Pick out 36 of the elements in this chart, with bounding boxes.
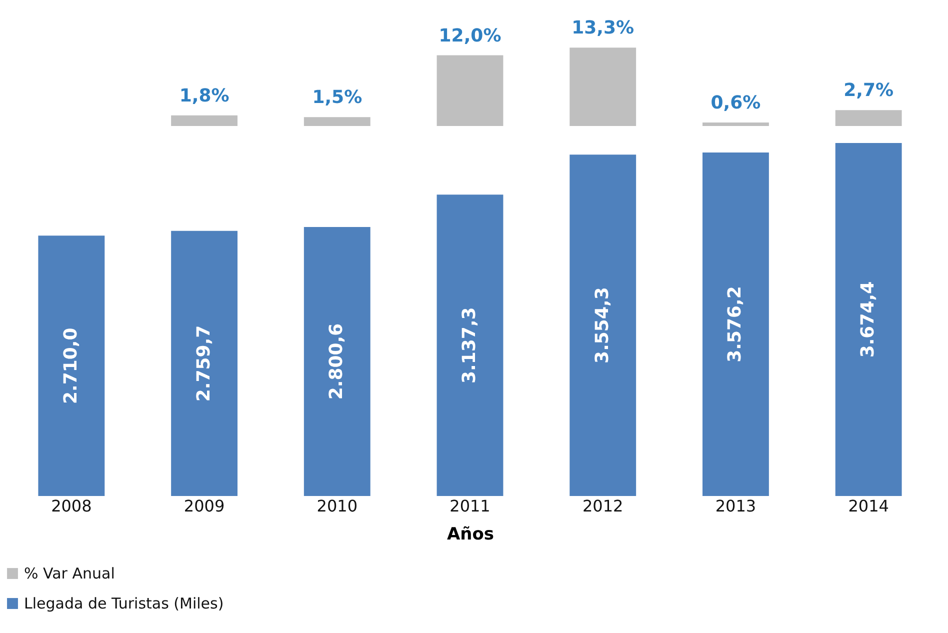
- data-label: 3.554,3: [592, 287, 613, 364]
- x-tick-label: 2008: [51, 496, 92, 516]
- x-tick-label: 2014: [848, 496, 889, 516]
- bar: [171, 230, 238, 496]
- data-label: 2.800,6: [326, 323, 348, 400]
- x-tick-label: 2013: [715, 496, 756, 516]
- bar: [570, 48, 636, 126]
- data-label: 1,8%: [179, 85, 230, 106]
- bar: [436, 55, 504, 126]
- x-axis-title: Años: [446, 524, 494, 544]
- bar: [304, 226, 370, 496]
- x-tick-label: 2009: [184, 496, 225, 516]
- bar: [570, 154, 636, 496]
- x-tick-label: 2011: [450, 496, 490, 516]
- data-label: 12,0%: [438, 25, 502, 46]
- data-label: 2.759,7: [193, 325, 214, 402]
- legend-label: % Var Anual: [24, 564, 115, 582]
- bar: [436, 194, 504, 496]
- bar: [304, 117, 370, 126]
- bar: [702, 152, 769, 496]
- bar: [835, 110, 902, 126]
- bar: [835, 143, 902, 496]
- legend-label: Llegada de Turistas (Miles): [24, 594, 224, 612]
- data-label: 3.674,4: [858, 281, 879, 358]
- data-label: 1,5%: [312, 87, 362, 108]
- bar: [38, 236, 105, 496]
- bar: [702, 122, 769, 126]
- data-label: 13,3%: [572, 18, 634, 39]
- data-label: 3.137,3: [459, 307, 480, 384]
- data-label: 3.576,2: [724, 286, 746, 362]
- data-label: 0,6%: [710, 92, 761, 114]
- data-label: 2.710,0: [60, 328, 82, 404]
- bar: [171, 115, 238, 126]
- x-tick-label: 2012: [582, 496, 624, 516]
- data-label: 2,7%: [844, 80, 894, 102]
- x-tick-label: 2010: [316, 496, 358, 516]
